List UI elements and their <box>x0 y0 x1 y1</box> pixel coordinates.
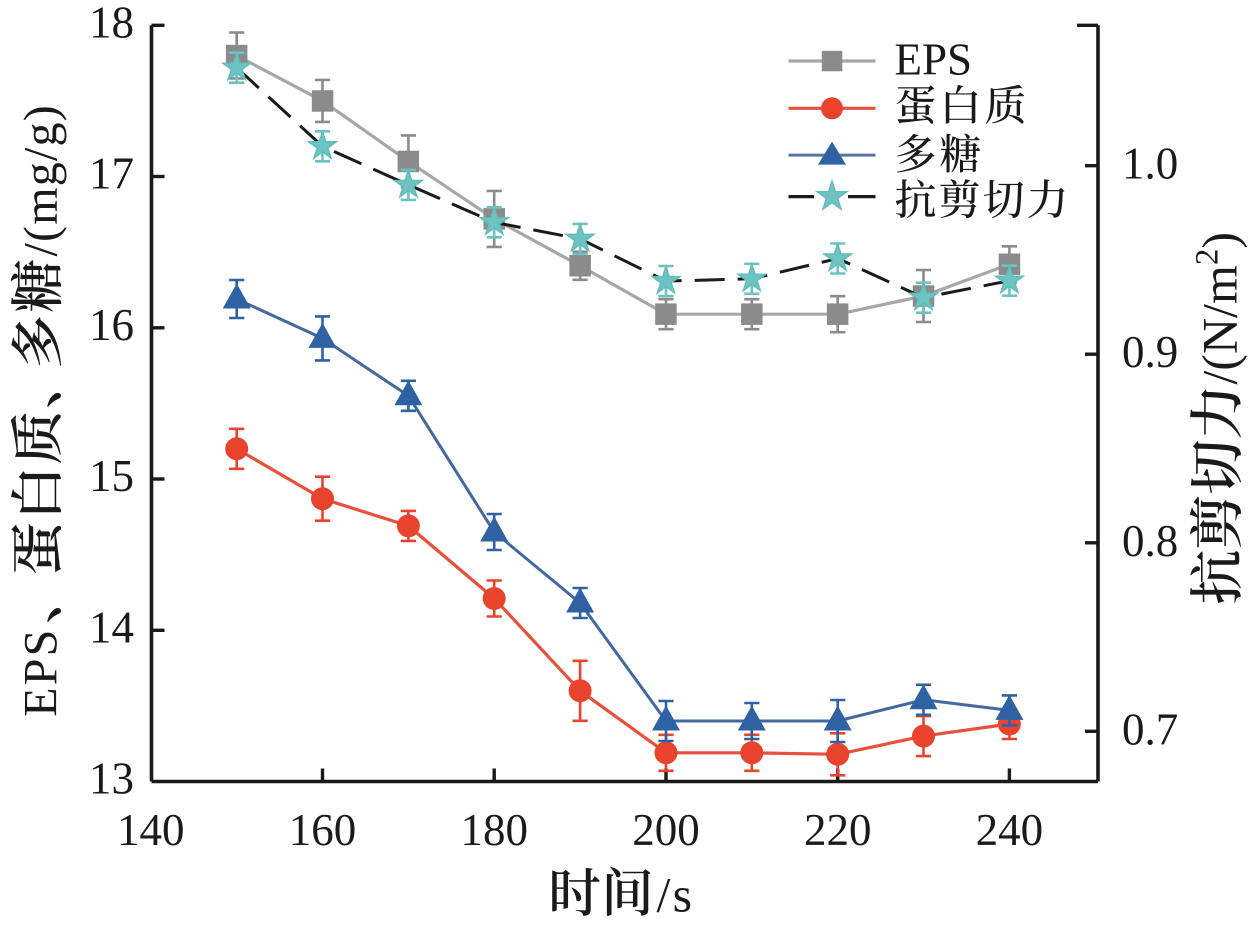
svg-text:EPS: EPS <box>895 35 973 85</box>
svg-text:0.7: 0.7 <box>1122 704 1178 754</box>
svg-text:/s: /s <box>657 867 695 923</box>
svg-text:EPS: EPS <box>15 627 68 716</box>
svg-text:200: 200 <box>632 805 700 855</box>
svg-text:140: 140 <box>117 805 185 855</box>
svg-text:16: 16 <box>89 300 134 350</box>
svg-text:14: 14 <box>89 602 134 652</box>
svg-text:220: 220 <box>804 805 872 855</box>
svg-text:15: 15 <box>89 451 134 501</box>
svg-text:0.9: 0.9 <box>1122 327 1178 377</box>
svg-text:/(mg/g): /(mg/g) <box>15 104 68 256</box>
svg-text:160: 160 <box>289 805 357 855</box>
svg-text:18: 18 <box>89 0 134 47</box>
svg-text:240: 240 <box>976 805 1044 855</box>
svg-text:0.8: 0.8 <box>1122 516 1178 566</box>
svg-text:1.0: 1.0 <box>1122 139 1178 189</box>
svg-text:17: 17 <box>89 149 134 199</box>
svg-text:180: 180 <box>460 805 528 855</box>
svg-text:13: 13 <box>89 754 134 804</box>
